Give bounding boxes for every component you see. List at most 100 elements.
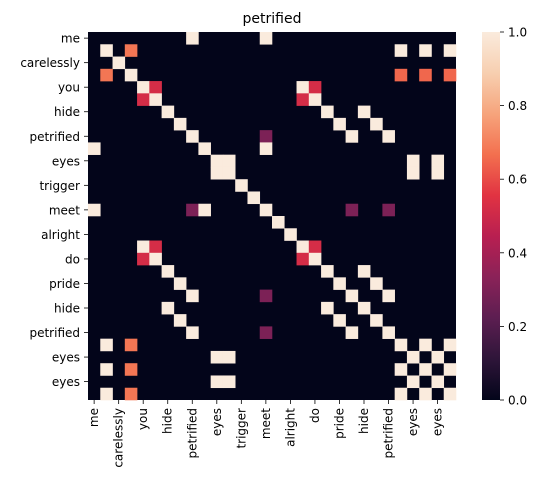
heatmap-cell	[333, 277, 346, 290]
y-tick-label: alright	[41, 228, 80, 242]
heatmap-cell	[222, 166, 236, 180]
y-tick-label: petrified	[29, 326, 80, 340]
heatmap-cell	[210, 375, 224, 389]
heatmap-cell	[100, 338, 113, 352]
heatmap-cell	[149, 81, 162, 94]
heatmap-cell	[124, 363, 138, 376]
y-tick-label: me	[61, 32, 80, 46]
colorbar-tick-label: 0.8	[508, 99, 527, 113]
heatmap-cell	[124, 44, 138, 57]
heatmap-cell	[345, 289, 359, 303]
x-tick-label: eyes	[210, 408, 224, 436]
x-tick-label: alright	[283, 408, 297, 447]
heatmap-cell	[186, 32, 199, 45]
heatmap-cell	[100, 68, 113, 82]
chart-title: petrified	[243, 11, 302, 27]
heatmap-cell	[333, 314, 346, 327]
heatmap-cell	[357, 265, 371, 278]
heatmap-cell	[382, 130, 395, 143]
heatmap-cell	[443, 338, 457, 352]
heatmap-cell	[88, 142, 101, 155]
heatmap-cell	[321, 265, 334, 278]
y-tick-label: carelessly	[20, 56, 80, 70]
heatmap-cell	[443, 363, 457, 376]
heatmap-cell	[406, 166, 420, 180]
heatmap-cell	[431, 350, 445, 364]
y-tick-label: trigger	[39, 179, 80, 193]
heatmap-cell	[345, 203, 359, 217]
heatmap-cell	[137, 240, 150, 254]
heatmap-cell	[161, 301, 175, 315]
y-tick-label: meet	[49, 203, 80, 217]
heatmap-cell	[210, 166, 224, 180]
x-axis-tick-labels: me carelessly you hide petrified eyes trigger m…	[87, 400, 445, 468]
x-tick-label: hide	[357, 408, 371, 434]
heatmap-cell	[357, 301, 371, 315]
x-tick-label: do	[308, 408, 322, 423]
colorbar-tick-label: 0.2	[508, 320, 527, 334]
heatmap-cell	[296, 81, 310, 94]
heatmap-cell	[100, 387, 113, 401]
heatmap-cell	[137, 81, 150, 94]
heatmap-cell	[88, 203, 101, 217]
heatmap-cell	[161, 265, 175, 278]
heatmap-cell	[382, 326, 395, 339]
heatmap-cell	[137, 93, 150, 106]
heatmap-cell	[394, 338, 408, 352]
heatmap-cell	[296, 240, 310, 254]
y-tick-label: do	[65, 252, 80, 266]
heatmap-cell	[370, 314, 383, 327]
x-tick-label: hide	[161, 408, 175, 434]
heatmap-cell	[394, 363, 408, 376]
y-tick-label: you	[58, 81, 80, 95]
heatmap-cell	[333, 117, 346, 131]
x-tick-label: me	[87, 408, 101, 427]
heatmap-cell	[137, 252, 150, 266]
heatmap-cell	[259, 130, 273, 143]
heatmap-cell	[149, 240, 162, 254]
heatmap-cell	[419, 44, 432, 57]
heatmap-cell	[124, 338, 138, 352]
y-tick-label: hide	[54, 302, 80, 316]
heatmap-cell	[419, 68, 432, 82]
x-tick-label: meet	[259, 408, 273, 439]
heatmap-cell	[112, 56, 126, 70]
heatmap-cell	[382, 289, 395, 303]
x-tick-label: pride	[332, 408, 346, 439]
heatmap-cell	[394, 44, 408, 57]
heatmap-cell	[186, 289, 199, 303]
heatmap-cell	[345, 130, 359, 143]
heatmap-cell	[149, 93, 162, 106]
heatmap-cell	[210, 154, 224, 168]
colorbar-tick-label: 1.0	[508, 26, 527, 40]
heatmap-cell	[222, 350, 236, 364]
heatmap-cell	[370, 117, 383, 131]
heatmap-cell	[321, 301, 334, 315]
heatmap-cell	[100, 363, 113, 376]
colorbar-tick-label: 0.0	[508, 394, 527, 408]
heatmap-cell	[259, 289, 273, 303]
heatmap-cell	[124, 68, 138, 82]
heatmap-cell	[394, 68, 408, 82]
heatmap-cell	[357, 105, 371, 119]
heatmap-cell	[259, 142, 273, 155]
heatmap-cell	[443, 44, 457, 57]
heatmap-cell	[321, 105, 334, 119]
x-tick-label: petrified	[185, 408, 199, 459]
heatmap-cell	[173, 277, 187, 290]
y-tick-label: eyes	[52, 351, 80, 365]
x-tick-label: trigger	[234, 408, 248, 449]
x-tick-label: eyes	[431, 408, 445, 436]
heatmap-cell	[406, 350, 420, 364]
heatmap-cell	[308, 252, 322, 266]
heatmap-cell	[431, 375, 445, 389]
heatmap-cell	[149, 252, 162, 266]
colorbar-tick-label: 0.4	[508, 246, 527, 260]
heatmap-cell	[247, 191, 261, 205]
heatmap-cells	[88, 32, 457, 401]
heatmap-cell	[296, 252, 310, 266]
heatmap-cell	[161, 105, 175, 119]
heatmap-cell	[235, 179, 248, 192]
